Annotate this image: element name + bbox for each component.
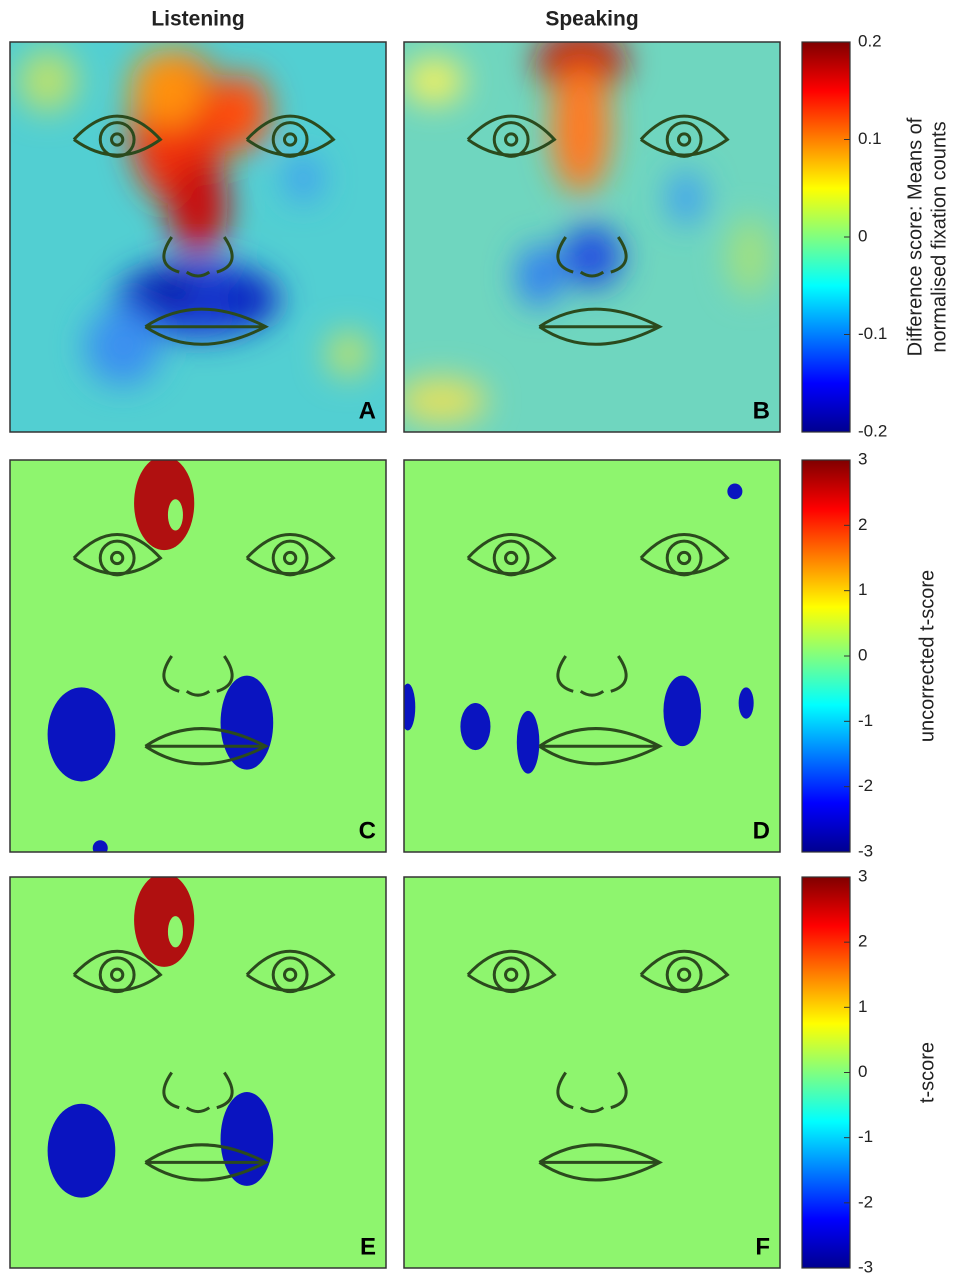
colorbar-tick-label: 2 bbox=[858, 932, 867, 951]
colorbar-label: normalised fixation counts bbox=[928, 121, 950, 352]
heatmap-panel bbox=[10, 456, 386, 856]
heatmap-region bbox=[18, 50, 78, 112]
heatmap-panel bbox=[404, 877, 780, 1268]
colorbar-tick-label: 3 bbox=[858, 866, 867, 885]
heatmap-region bbox=[396, 377, 486, 424]
heatmap-region bbox=[326, 331, 371, 378]
colorbar-tick-label: 0.1 bbox=[858, 129, 882, 148]
colorbar-tick-label: -1 bbox=[858, 711, 873, 730]
colorbar-tick-label: -1 bbox=[858, 1127, 873, 1146]
heatmap-region bbox=[517, 711, 540, 774]
heatmap-region bbox=[134, 456, 194, 550]
heatmap-region bbox=[134, 873, 194, 967]
panel-letter: B bbox=[753, 397, 770, 424]
heatmap-region bbox=[284, 155, 322, 202]
panel-letter: D bbox=[753, 817, 770, 844]
heatmap-region bbox=[168, 499, 183, 530]
heatmap-region bbox=[168, 916, 183, 947]
heatmap-region bbox=[217, 73, 270, 151]
heatmap-region bbox=[551, 62, 611, 195]
colorbar-tick-label: -0.2 bbox=[858, 421, 887, 440]
colorbar bbox=[802, 877, 850, 1268]
heatmap-panel bbox=[400, 460, 780, 852]
panel-background bbox=[404, 877, 780, 1268]
colorbar-tick-label: 0 bbox=[858, 645, 867, 664]
colorbar-tick-label: 1 bbox=[858, 997, 867, 1016]
colorbar-tick-label: -3 bbox=[858, 841, 873, 860]
colorbar-tick-label: 1 bbox=[858, 580, 867, 599]
colorbar-tick-label: 0.2 bbox=[858, 31, 882, 50]
heatmap-panel bbox=[10, 873, 386, 1268]
colorbar-tick-label: 0 bbox=[858, 226, 867, 245]
heatmap-region bbox=[727, 484, 742, 500]
colorbar-label: t-score bbox=[916, 1042, 938, 1103]
colorbar-tick-label: 2 bbox=[858, 515, 867, 534]
panel-letter: A bbox=[359, 397, 376, 424]
panel-letter: E bbox=[360, 1233, 376, 1260]
colorbar-tick-label: -3 bbox=[858, 1257, 873, 1276]
colorbar-tick-label: -2 bbox=[858, 776, 873, 795]
heatmap-region bbox=[48, 687, 116, 781]
colorbar bbox=[802, 460, 850, 852]
heatmap-region bbox=[130, 50, 205, 128]
panel-background bbox=[10, 460, 386, 852]
colorbar-tick-label: -0.1 bbox=[858, 324, 887, 343]
heatmap-region bbox=[48, 1104, 116, 1198]
heatmap-region bbox=[739, 687, 754, 718]
colorbar-tick-label: -2 bbox=[858, 1192, 873, 1211]
colorbar-label: Difference score: Means of bbox=[904, 117, 926, 356]
heatmap-region bbox=[517, 245, 562, 307]
heatmap-panel bbox=[10, 42, 386, 432]
heatmap-region bbox=[562, 225, 622, 287]
figure: Listening Speaking A B -0.2 -0.1 0 0.1 0.2 Diff… bbox=[0, 0, 964, 1281]
heatmap-region bbox=[667, 171, 705, 226]
heatmap-region bbox=[400, 683, 415, 730]
heatmap-region bbox=[404, 58, 464, 105]
heatmap-panel bbox=[396, 30, 780, 432]
heatmap-region bbox=[727, 218, 772, 296]
colorbar-tick-label: 0 bbox=[858, 1062, 867, 1081]
heatmap-region bbox=[85, 307, 160, 385]
heatmap-region bbox=[93, 840, 108, 856]
heatmap-region bbox=[460, 703, 490, 750]
heatmap-region bbox=[663, 676, 701, 747]
panel-background bbox=[10, 877, 386, 1268]
panel-background bbox=[404, 460, 780, 852]
panel-letter: F bbox=[755, 1233, 770, 1260]
column-title: Speaking bbox=[545, 8, 638, 31]
column-title: Listening bbox=[151, 8, 244, 31]
heatmap-region bbox=[168, 159, 228, 253]
colorbar-tick-label: 3 bbox=[858, 449, 867, 468]
colorbar-label: uncorrected t-score bbox=[916, 570, 938, 742]
colorbar bbox=[802, 42, 850, 432]
panel-letter: C bbox=[359, 817, 376, 844]
